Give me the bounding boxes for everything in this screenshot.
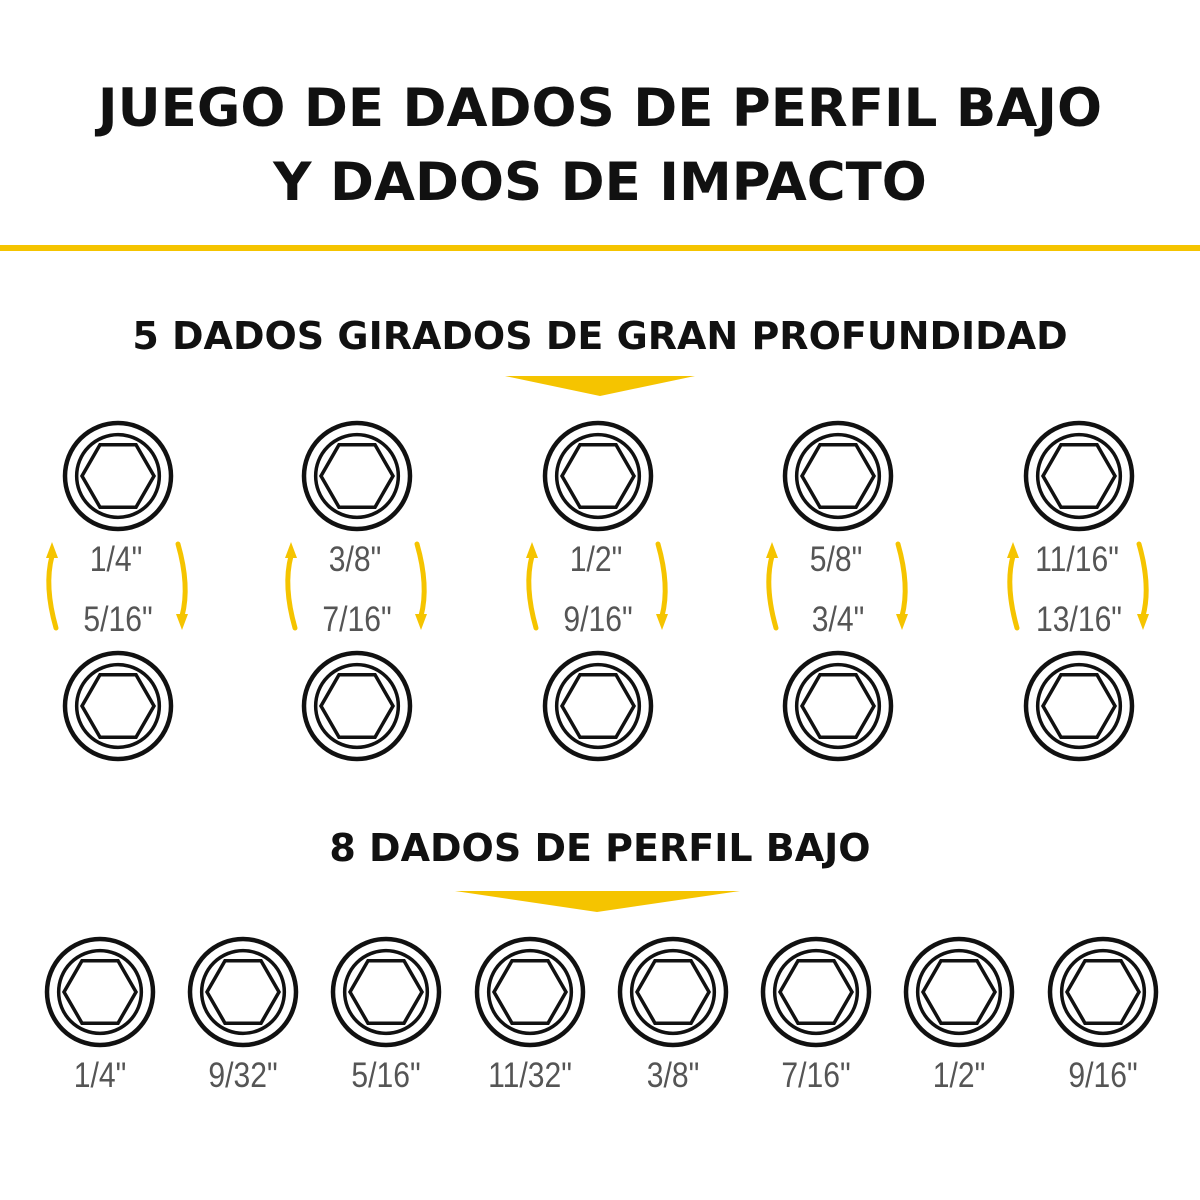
low-profile-size-4: 11/32" (488, 1056, 572, 1095)
deep-size-top-5: 11/16" (1035, 540, 1119, 579)
low-profile-size-3: 5/16" (351, 1056, 421, 1095)
deep-size-top-4: 5/8" (809, 540, 863, 579)
rotate-up-arrow-icon (285, 542, 298, 631)
deep-size-top-2: 3/8" (328, 540, 382, 579)
deep-size-bottom-2: 7/16" (322, 600, 392, 639)
deep-size-top-1: 1/4" (89, 540, 143, 579)
low-profile-socket-1 (44, 936, 156, 1048)
deep-socket-top-5 (1023, 420, 1135, 532)
header-divider (0, 245, 1200, 251)
rotate-down-arrow-icon (1136, 541, 1149, 630)
deep-sockets-pointer-icon (505, 376, 695, 396)
deep-socket-bottom-3 (542, 650, 654, 762)
rotate-down-arrow-icon (895, 541, 908, 630)
low-profile-socket-4 (474, 936, 586, 1048)
low-profile-sockets-title: 8 DADOS DE PERFIL BAJO (329, 826, 871, 870)
deep-socket-top-1 (62, 420, 174, 532)
rotate-down-arrow-icon (175, 541, 188, 630)
deep-socket-top-2 (301, 420, 413, 532)
deep-size-bottom-4: 3/4" (811, 600, 865, 639)
deep-socket-top-4 (782, 420, 894, 532)
deep-socket-bottom-1 (62, 650, 174, 762)
low-profile-size-2: 9/32" (208, 1056, 278, 1095)
deep-socket-top-3 (542, 420, 654, 532)
low-profile-size-1: 1/4" (73, 1056, 127, 1095)
page-title-line-1: JUEGO DE DADOS DE PERFIL BAJO (97, 78, 1103, 139)
deep-size-bottom-5: 13/16" (1035, 600, 1122, 639)
low-profile-socket-7 (903, 936, 1015, 1048)
deep-sockets-title: 5 DADOS GIRADOS DE GRAN PROFUNDIDAD (132, 314, 1068, 358)
rotate-down-arrow-icon (655, 541, 668, 630)
low-profile-socket-8 (1047, 936, 1159, 1048)
low-profile-socket-6 (760, 936, 872, 1048)
deep-socket-bottom-4 (782, 650, 894, 762)
rotate-up-arrow-icon (1007, 542, 1020, 631)
low-profile-size-8: 9/16" (1068, 1056, 1138, 1095)
rotate-up-arrow-icon (766, 542, 779, 631)
low-profile-socket-3 (330, 936, 442, 1048)
deep-size-top-3: 1/2" (569, 540, 623, 579)
low-profile-pointer-icon (455, 891, 740, 912)
rotate-up-arrow-icon (46, 542, 59, 631)
low-profile-size-6: 7/16" (781, 1056, 851, 1095)
rotate-down-arrow-icon (414, 541, 427, 630)
low-profile-socket-5 (617, 936, 729, 1048)
page-title-line-2: Y DADOS DE IMPACTO (273, 152, 927, 213)
low-profile-size-7: 1/2" (932, 1056, 986, 1095)
deep-socket-bottom-2 (301, 650, 413, 762)
rotate-up-arrow-icon (526, 542, 539, 631)
deep-size-bottom-3: 9/16" (563, 600, 633, 639)
low-profile-socket-2 (187, 936, 299, 1048)
low-profile-size-5: 3/8" (646, 1056, 700, 1095)
deep-socket-bottom-5 (1023, 650, 1135, 762)
deep-size-bottom-1: 5/16" (83, 600, 153, 639)
